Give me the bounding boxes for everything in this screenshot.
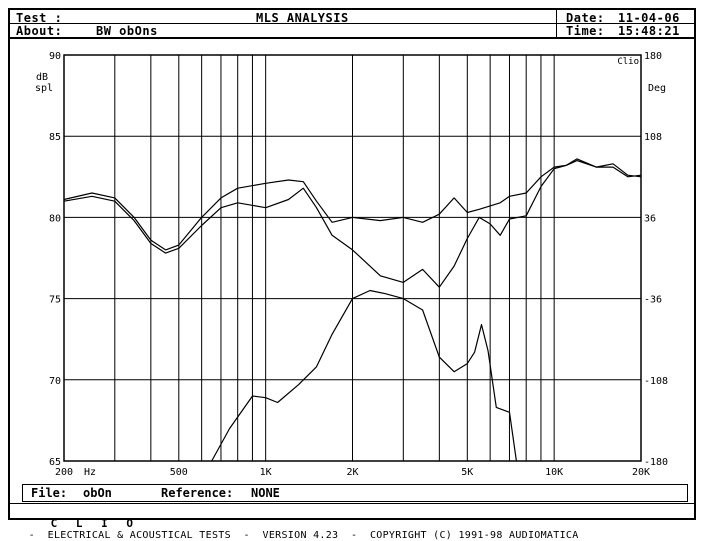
y-tick-label: 90 [49, 51, 61, 62]
y2-tick-label: 108 [644, 132, 662, 143]
time-value: 15:48:21 [618, 24, 680, 38]
series-line-1 [63, 160, 642, 251]
grid [63, 54, 642, 462]
y2-tick-label: -36 [644, 295, 662, 306]
y-axis-label-line2: spl [35, 83, 53, 94]
axis-labels: 90 85 80 75 70 65 180 108 36 -36 -108 -180 200 500 1K 2… [35, 51, 668, 478]
y-axis-label-line1: dB [36, 72, 48, 83]
y-tick-label: 65 [49, 457, 61, 468]
series-line-2 [63, 158, 642, 288]
corner-label: Clio [617, 57, 639, 67]
brand-name: C L I O [50, 517, 140, 530]
y2-tick-label: 180 [644, 51, 662, 62]
x-tick-label: 2K [346, 467, 358, 478]
y2-tick-label: -108 [644, 376, 668, 387]
test-label: Test : [16, 11, 63, 25]
series-line-3 [211, 289, 517, 462]
about-value: BW obOns [96, 24, 158, 38]
file-bar: File: obOn Reference: NONE [22, 484, 688, 502]
file-label: File: [31, 486, 68, 500]
reference-label: Reference: [161, 486, 234, 500]
footer-divider [9, 503, 695, 504]
header-divider-mid [9, 23, 695, 24]
x-tick-label: 1K [260, 467, 272, 478]
y-tick-label: 75 [49, 295, 61, 306]
x-tick-label: 500 [170, 467, 188, 478]
file-value: obOn [83, 486, 112, 500]
y2-tick-label: -180 [644, 457, 668, 468]
x-tick-label: 20K [632, 467, 650, 478]
y-tick-label: 80 [49, 213, 61, 224]
series-lines [63, 158, 642, 462]
x-tick-label: 200 [55, 467, 73, 478]
header-divider [9, 37, 695, 39]
date-label: Date: [566, 11, 605, 25]
header-separator [556, 9, 557, 38]
y-tick-label: 85 [49, 132, 61, 143]
page-title: MLS ANALYSIS [256, 11, 349, 25]
y-tick-label: 70 [49, 376, 61, 387]
x-tick-label: 10K [545, 467, 563, 478]
reference-value: NONE [251, 486, 280, 500]
date-value: 11-04-06 [618, 11, 680, 25]
window-frame [8, 8, 696, 520]
copyright-line: C L I O - ELECTRICAL & ACOUSTICAL TESTS … [16, 506, 688, 541]
y2-tick-label: 36 [644, 213, 656, 224]
y2-axis-label: Deg [648, 83, 666, 94]
about-label: About: [16, 24, 63, 38]
x-tick-label: 5K [461, 467, 473, 478]
header: Test : About: BW obOns MLS ANALYSIS Date… [16, 11, 690, 38]
time-label: Time: [566, 24, 605, 38]
x-axis-label: Hz [84, 467, 96, 478]
